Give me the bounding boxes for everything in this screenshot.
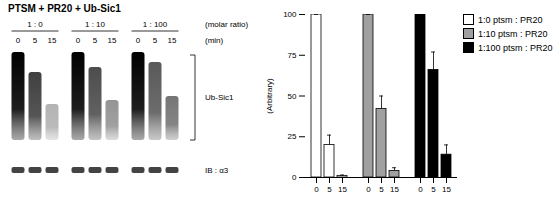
svg-text:5: 5 (93, 36, 98, 45)
svg-text:5: 5 (431, 185, 436, 194)
svg-text:(min): (min) (205, 36, 224, 45)
svg-text:100: 100 (283, 10, 297, 19)
svg-text:(Arbitrary): (Arbitrary) (265, 78, 274, 114)
svg-text:15: 15 (338, 185, 347, 194)
svg-text:0: 0 (366, 185, 371, 194)
svg-text:25: 25 (288, 132, 297, 141)
svg-text:0: 0 (292, 173, 297, 182)
svg-text:IB : α3: IB : α3 (205, 166, 229, 175)
svg-text:0: 0 (314, 185, 319, 194)
svg-text:5: 5 (379, 185, 384, 194)
svg-text:15: 15 (168, 36, 177, 45)
svg-text:15: 15 (390, 185, 399, 194)
svg-text:75: 75 (288, 51, 297, 60)
svg-text:15: 15 (48, 36, 57, 45)
svg-text:1 : 10: 1 : 10 (85, 20, 106, 29)
svg-text:50: 50 (288, 92, 297, 101)
svg-text:5: 5 (33, 36, 38, 45)
svg-text:(molar ratio): (molar ratio) (205, 20, 248, 29)
svg-text:1 : 0: 1 : 0 (27, 20, 43, 29)
svg-text:0: 0 (418, 185, 423, 194)
svg-text:5: 5 (153, 36, 158, 45)
svg-text:5: 5 (327, 185, 332, 194)
svg-text:1 : 100: 1 : 100 (143, 20, 168, 29)
svg-text:15: 15 (442, 185, 451, 194)
html-text:1:100 ptsm : PR20: 1:100 ptsm : PR20 (478, 42, 553, 53)
svg-text:15: 15 (108, 36, 117, 45)
svg-text:0: 0 (136, 36, 141, 45)
svg-text:0: 0 (76, 36, 81, 45)
svg-text:0: 0 (16, 36, 21, 45)
html-text:1:0 ptsm : PR20: 1:0 ptsm : PR20 (478, 14, 543, 25)
html-text:1:10 ptsm : PR20: 1:10 ptsm : PR20 (478, 28, 548, 39)
svg-text:PTSM + PR20 + Ub-Sic1: PTSM + PR20 + Ub-Sic1 (8, 3, 121, 14)
svg-text:Ub-Sic1: Ub-Sic1 (205, 93, 234, 102)
